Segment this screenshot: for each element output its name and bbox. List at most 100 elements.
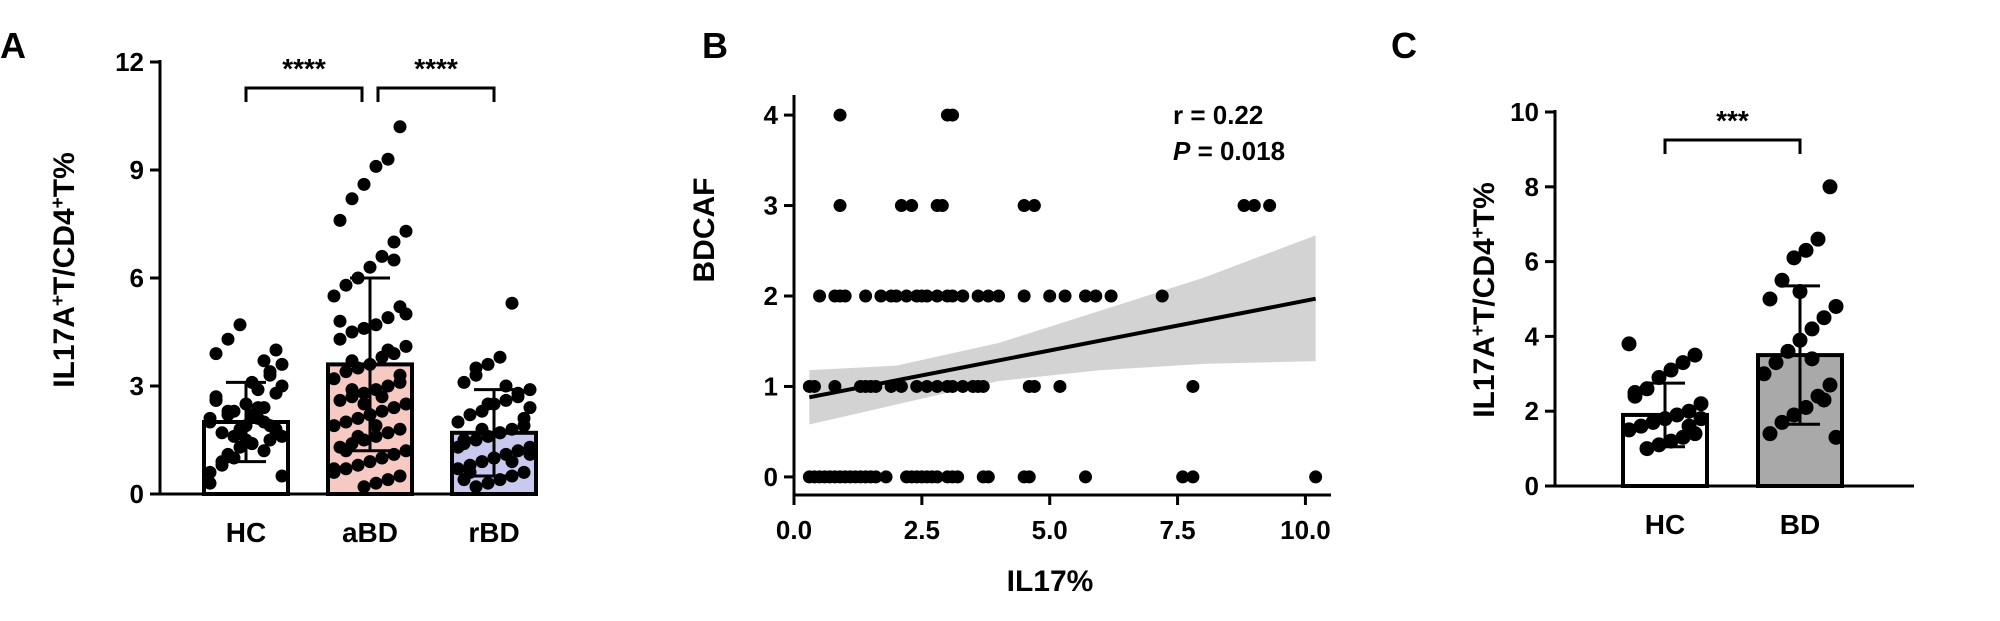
panel-a-axes: [158, 60, 525, 496]
panel-a-data-point: [345, 192, 359, 206]
panel-a-data-point: [327, 372, 341, 386]
panel-a-significance-bracket: [244, 86, 364, 102]
panel-a-significance-label: ****: [282, 53, 326, 84]
panel-b-data-point: [1058, 289, 1072, 303]
panel-c-data-point: [1822, 179, 1838, 195]
panel-c-y-tick-label: 6: [1525, 247, 1539, 277]
panel-a-data-point: [475, 455, 489, 469]
panel-c-data-point: [1663, 362, 1679, 378]
panel-c-data-point: [1669, 407, 1685, 423]
panel-a-data-point: [481, 397, 495, 411]
panel-b-data-point: [971, 289, 985, 303]
panel-c-data-point: [1786, 250, 1802, 266]
panel-a-data-point: [511, 390, 525, 404]
panel-c-data-point: [1762, 426, 1778, 442]
panel-a-significance: **** ****: [244, 53, 496, 102]
panel-a-data-point: [221, 404, 235, 418]
panel-a-data-point: [351, 429, 365, 443]
panel-c-data-point: [1687, 347, 1703, 363]
panel-b-data-point: [946, 289, 960, 303]
panel-a-data-point: [451, 440, 465, 454]
panel-b-data-point: [874, 289, 888, 303]
panel-a-data-point: [481, 476, 495, 490]
panel-b-data-point: [894, 379, 908, 393]
panel-b-data-point: [976, 379, 990, 393]
panel-b-data-point: [1155, 289, 1169, 303]
panel-a-data-point: [215, 458, 229, 472]
panel-b-axes: [792, 95, 1331, 497]
panel-b-data-point: [1104, 289, 1118, 303]
panel-a-data-point: [381, 311, 395, 325]
panel-b-points: [802, 108, 1323, 484]
panel-c-data-point: [1822, 377, 1838, 393]
panel-b-data-point: [956, 289, 970, 303]
panel-a-data-point: [381, 152, 395, 166]
panel-b-data-point: [838, 289, 852, 303]
panel-a-data-point: [505, 296, 519, 310]
panel-b-data-point: [833, 199, 847, 213]
panel-b-data-point: [894, 199, 908, 213]
panel-a-data-point: [399, 444, 413, 458]
panel-a-data-point: [375, 390, 389, 404]
panel-c-data-point: [1663, 433, 1679, 449]
panel-c-data-point: [1693, 396, 1709, 412]
panel-a-data-point: [327, 462, 341, 476]
panel-b-data-point: [889, 289, 903, 303]
panel-a-data-point: [523, 383, 537, 397]
panel-b-x-axis-label: IL17%: [1007, 565, 1094, 598]
panel-a-data-point: [451, 462, 465, 476]
panel-a-data-point: [363, 455, 377, 469]
panel-c-data-point: [1675, 355, 1691, 371]
panel-b-data-point: [900, 289, 914, 303]
panel-a-data-point: [463, 408, 477, 422]
panel-a-data-point: [245, 437, 259, 451]
panel-a-data-point: [257, 354, 271, 368]
panel-a-data-point: [339, 365, 353, 379]
panel-a-data-point: [333, 213, 347, 227]
panel-a-data-point: [339, 444, 353, 458]
panel-a-data-point: [517, 465, 531, 479]
panel-b-data-point: [1263, 199, 1277, 213]
panel-a-data-point: [381, 379, 395, 393]
panel-b-data-point: [910, 379, 924, 393]
panel-a-data-point: [369, 159, 383, 173]
panel-a-data-point: [345, 383, 359, 397]
panel-a-category-label: rBD: [468, 517, 519, 548]
panel-a-data-point: [493, 350, 507, 364]
panel-a-data-point: [327, 289, 341, 303]
panel-b-data-point: [956, 379, 970, 393]
panel-a-data-point: [269, 422, 283, 436]
panel-a-y-tick-label: 12: [115, 47, 144, 77]
panel-a-data-point: [233, 440, 247, 454]
panel-a-data-point: [233, 426, 247, 440]
panel-c-axes: [1553, 110, 1914, 488]
panel-c-data-point: [1681, 418, 1697, 434]
panel-b-data-point: [879, 470, 893, 484]
panel-a-significance-label: ****: [414, 53, 458, 84]
panel-b-x-tick-label: 10.0: [1280, 515, 1331, 545]
panel-a-data-point: [203, 465, 217, 479]
panel-c-y-tick-label: 4: [1525, 321, 1540, 351]
panel-a-y-tick-label: 3: [130, 371, 144, 401]
panel-c-data-point: [1756, 366, 1772, 382]
panel-c-data-point: [1804, 321, 1820, 337]
panel-b-data-point: [859, 289, 873, 303]
panel-a-data-point: [523, 401, 537, 415]
panel-c-data-point: [1828, 298, 1844, 314]
panel-a-data-point: [505, 455, 519, 469]
panel-c-y-axis-label: IL17A+T/CD4+T%: [1468, 182, 1502, 418]
panel-a-data-point: [339, 278, 353, 292]
panel-a-data-point: [357, 386, 371, 400]
panel-a-points: [203, 120, 537, 494]
panel-b-data-point: [1017, 289, 1031, 303]
panel-b-x-tick-label: 0.0: [776, 515, 812, 545]
panel-c-data-point: [1639, 441, 1655, 457]
panel-a-data-point: [399, 307, 413, 321]
panel-c-data-point: [1786, 407, 1802, 423]
panel-a-y-axis-label: IL17A+T/CD4+T%: [48, 152, 82, 388]
panel-a-y-tick-label: 6: [130, 263, 144, 293]
panel-a-data-point: [333, 332, 347, 346]
panel-letter-a: A: [0, 25, 26, 66]
